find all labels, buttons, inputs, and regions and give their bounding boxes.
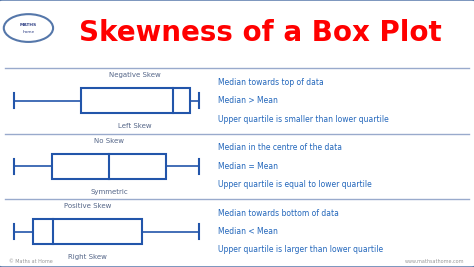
Text: Symmetric: Symmetric (90, 189, 128, 195)
Text: Left Skew: Left Skew (118, 123, 152, 129)
Text: Upper quartile is larger than lower quartile: Upper quartile is larger than lower quar… (218, 245, 383, 254)
Text: Median = Mean: Median = Mean (218, 162, 278, 171)
Text: home: home (22, 30, 35, 34)
Text: www.mathsathome.com: www.mathsathome.com (405, 259, 465, 264)
Text: Positive Skew: Positive Skew (64, 203, 111, 209)
Text: Skewness of a Box Plot: Skewness of a Box Plot (79, 19, 442, 47)
Text: Median towards bottom of data: Median towards bottom of data (218, 209, 339, 218)
Text: Right Skew: Right Skew (68, 254, 107, 260)
Text: Negative Skew: Negative Skew (109, 72, 161, 78)
Text: Upper quartile is equal to lower quartile: Upper quartile is equal to lower quartil… (218, 180, 372, 189)
Text: Median > Mean: Median > Mean (218, 96, 278, 105)
Bar (81, 88, 190, 113)
Text: No Skew: No Skew (94, 138, 124, 144)
Text: Median in the centre of the data: Median in the centre of the data (218, 143, 342, 152)
Circle shape (4, 14, 53, 42)
Text: © Maths at Home: © Maths at Home (9, 259, 53, 264)
Bar (33, 219, 142, 244)
Text: Median < Mean: Median < Mean (218, 227, 278, 236)
Text: Upper quartile is smaller than lower quartile: Upper quartile is smaller than lower qua… (218, 115, 389, 124)
Text: Median towards top of data: Median towards top of data (218, 78, 324, 87)
Bar (52, 154, 166, 179)
Text: MATHS: MATHS (20, 23, 37, 27)
